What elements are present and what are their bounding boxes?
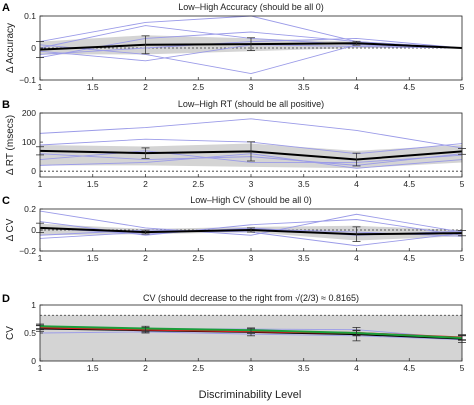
x-tick-label: 4 (354, 253, 359, 263)
x-tick-label: 5 (460, 253, 465, 263)
error-bar (352, 330, 361, 336)
x-tick-label: 2 (143, 82, 148, 92)
panel-b: 1 1.5 2 2.5 3 3.5 4 4.5 5 0 100 200 Δ RT (msecs) B Low… (2, 99, 466, 189)
x-tick-label: 4.5 (403, 82, 415, 92)
x-tick-label: 2 (143, 253, 148, 263)
x-tick-label: 1 (38, 253, 43, 263)
y-tick-label: 0.1 (24, 11, 36, 21)
x-tick-label: 5 (460, 363, 465, 373)
x-tick-label: 4.5 (403, 253, 415, 263)
y-tick-label: −0.1 (19, 75, 36, 85)
x-tick-label: 3.5 (298, 82, 310, 92)
x-tick-label: 3 (249, 253, 254, 263)
x-tick-label: 1 (38, 179, 43, 189)
panel-title: Low–High Accuracy (should be all 0) (178, 2, 324, 12)
y-tick-label: 100 (22, 137, 36, 147)
y-tick-label: 200 (22, 108, 36, 118)
panel-letter: C (2, 195, 10, 207)
panel-title: Low–High RT (should be all positive) (178, 99, 324, 109)
x-tick-label: 2.5 (192, 363, 204, 373)
x-tick-label: 1 (38, 363, 43, 373)
y-tick-label: 0 (31, 225, 36, 235)
y-axis-label: CV (5, 326, 16, 340)
x-tick-label: 3 (249, 363, 254, 373)
x-tick-label: 2 (143, 179, 148, 189)
y-tick-label: 1 (31, 300, 36, 310)
error-bar (352, 152, 361, 167)
error-bar (247, 327, 255, 333)
y-axis-label: Δ RT (msecs) (5, 115, 16, 175)
error-bar (352, 226, 361, 242)
subject-line (39, 210, 463, 236)
figure-x-axis-label: Discriminability Level (199, 389, 302, 401)
panel-letter: A (2, 2, 10, 14)
subject-line (39, 118, 463, 149)
x-tick-label: 2.5 (192, 179, 204, 189)
x-tick-label: 1.5 (87, 253, 99, 263)
error-bar (141, 325, 150, 332)
x-tick-label: 5 (460, 179, 465, 189)
error-bar (141, 229, 150, 235)
subject-line (39, 31, 463, 59)
x-tick-label: 4 (354, 82, 359, 92)
y-tick-label: 0 (31, 166, 36, 176)
x-tick-label: 2.5 (192, 82, 204, 92)
x-tick-label: 3 (249, 82, 254, 92)
x-tick-label: 3.5 (298, 179, 310, 189)
subject-line (39, 44, 463, 75)
x-tick-label: 2 (143, 363, 148, 373)
x-tick-label: 3.5 (298, 363, 310, 373)
x-tick-label: 1.5 (87, 82, 99, 92)
confidence-band (40, 315, 462, 361)
x-tick-label: 1.5 (87, 179, 99, 189)
error-bar (247, 227, 255, 233)
y-tick-label: 0.5 (24, 328, 36, 338)
y-tick-label: 0 (31, 356, 36, 366)
x-tick-label: 2.5 (192, 253, 204, 263)
x-tick-label: 4.5 (403, 179, 415, 189)
x-tick-label: 1 (38, 82, 43, 92)
panel-letter: D (2, 293, 10, 305)
panel-letter: B (2, 99, 10, 111)
y-tick-label: 0.2 (24, 204, 36, 214)
panel-title: Low–High CV (should be all 0) (190, 195, 312, 205)
x-tick-label: 3 (249, 179, 254, 189)
y-tick-label: 0 (31, 43, 36, 53)
error-bar (352, 40, 361, 46)
y-tick-label: −0.2 (19, 246, 36, 256)
error-bar (141, 147, 150, 159)
x-tick-label: 1.5 (87, 363, 99, 373)
error-bar (141, 35, 150, 55)
x-tick-label: 4 (354, 179, 359, 189)
x-tick-label: 5 (460, 82, 465, 92)
x-tick-label: 3.5 (298, 253, 310, 263)
panel-d: 1 1.5 2 2.5 3 3.5 4 4.5 5 0 0.5 1 CV D CV (should decr… (2, 293, 466, 373)
error-bar (247, 37, 255, 51)
x-tick-label: 4 (354, 363, 359, 373)
x-tick-label: 4.5 (403, 363, 415, 373)
subject-line (39, 150, 463, 163)
panel-c: 1 1.5 2 2.5 3 3.5 4 4.5 5 −0.2 0 0.2 Δ CV C Low–High C… (2, 195, 466, 263)
panel-a: 1 1.5 2 2.5 3 3.5 4 4.5 5 −0.1 0 0.1 Δ Accuracy A Low–… (2, 2, 465, 92)
y-axis-label: Δ Accuracy (5, 23, 16, 73)
panel-title: CV (should decrease to the right from √(… (143, 293, 359, 303)
y-axis-label: Δ CV (5, 218, 16, 241)
error-bar (247, 141, 255, 162)
